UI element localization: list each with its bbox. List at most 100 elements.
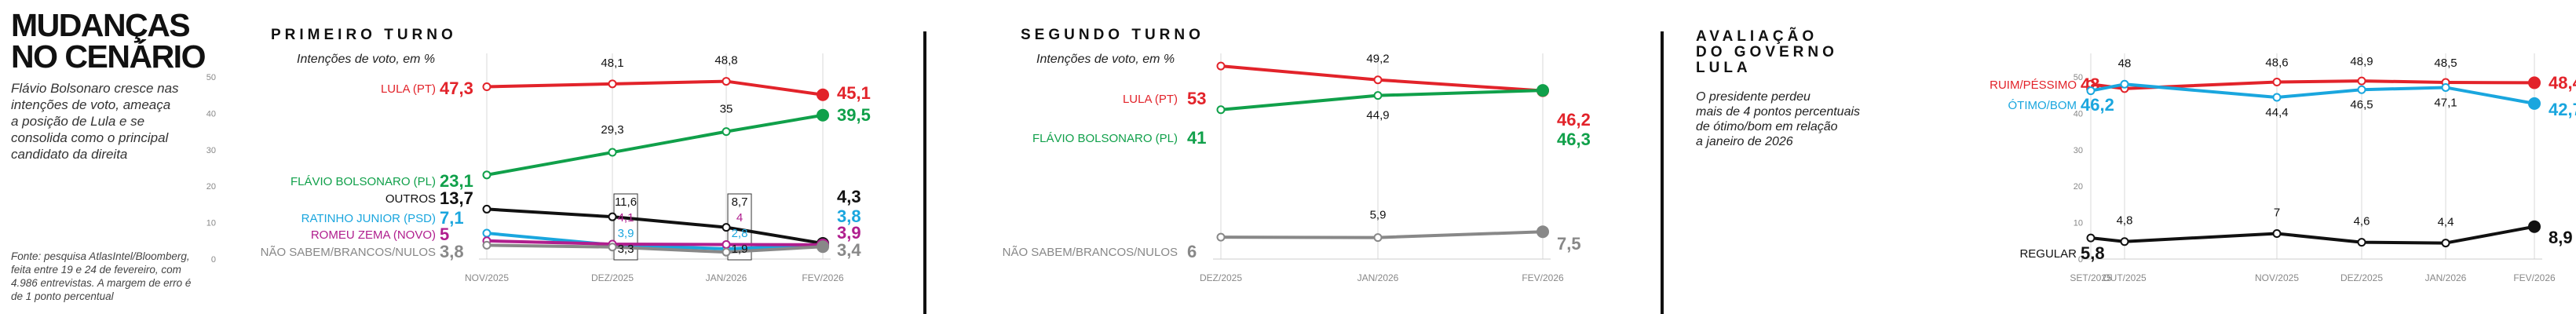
data-point-ruim-pessimo bbox=[2357, 76, 2366, 86]
series-end-value-nao-sabem-brancos-nulos: 7,5 bbox=[1557, 234, 1581, 254]
panel-divider-1 bbox=[923, 31, 926, 314]
data-point-otimo-bom bbox=[2528, 97, 2541, 110]
data-label-flavio-bolsonaro-pl: 35 bbox=[720, 103, 733, 116]
chart-1-title: PRIMEIRO TURNO bbox=[271, 27, 457, 43]
series-name-flavio-bolsonaro-pl: FLÁVIO BOLSONARO (PL) bbox=[1032, 132, 1178, 145]
chart-3-y-tick: 50 bbox=[2074, 73, 2083, 82]
source-note: Fonte: pesquisa AtlasIntel/Bloomberg, fe… bbox=[11, 250, 192, 302]
chart-3-y-tick: 20 bbox=[2074, 182, 2083, 192]
series-end-value-regular: 8,9 bbox=[2549, 228, 2573, 247]
chart-1-x-tick: FEV/2026 bbox=[802, 272, 844, 283]
chart-1-x-tick: NOV/2025 bbox=[465, 272, 509, 283]
data-point-regular bbox=[2086, 233, 2096, 243]
data-point-flavio-bolsonaro-pl bbox=[1373, 91, 1383, 100]
data-label-regular: 4,6 bbox=[2354, 215, 2370, 228]
series-start-value-lula-pt: 53 bbox=[1187, 89, 1206, 108]
chart-2-x-tick: FEV/2026 bbox=[1522, 272, 1564, 283]
series-start-value-ratinho-junior-psd: 7,1 bbox=[440, 208, 464, 228]
series-start-value-nao-sabem-brancos-nulos: 6 bbox=[1187, 242, 1197, 261]
series-line-ruim-pessimo bbox=[2090, 79, 2535, 90]
data-point-lula-pt bbox=[1216, 61, 1226, 71]
panel-divider-2 bbox=[1661, 31, 1664, 314]
chart-2-x-tick: JAN/2026 bbox=[1357, 272, 1399, 283]
data-point-regular bbox=[2441, 239, 2450, 248]
series-end-value-ruim-pessimo: 48,4 bbox=[2549, 73, 2576, 93]
series-end-value-lula-pt: 46,2 bbox=[1557, 110, 1591, 130]
data-point-otimo-bom bbox=[2272, 93, 2282, 102]
data-label-ruim-pessimo: 48,5 bbox=[2434, 57, 2457, 70]
series-start-value-flavio-bolsonaro-pl: 41 bbox=[1187, 128, 1206, 148]
intro-text: Flávio Bolsonaro cresce nas intenções de… bbox=[11, 81, 179, 162]
chart-1-y-tick: 20 bbox=[206, 182, 216, 192]
data-label-lula-pt: 48,1 bbox=[601, 57, 623, 70]
data-label-regular: 4,4 bbox=[2438, 216, 2454, 229]
data-point-nao-sabem-brancos-nulos bbox=[817, 240, 829, 254]
data-point-otimo-bom bbox=[2441, 82, 2450, 92]
chart-3-subtitle-line: a janeiro de 2026 bbox=[1696, 135, 1793, 148]
chart-3-y-tick: 30 bbox=[2074, 146, 2083, 155]
data-point-outros bbox=[482, 204, 491, 214]
series-end-value-flavio-bolsonaro-pl: 46,3 bbox=[1557, 130, 1591, 149]
series-line-outros bbox=[486, 207, 824, 246]
chart-3-x-tick: DEZ/2025 bbox=[2340, 272, 2383, 283]
chart-2-x-tick: DEZ/2025 bbox=[1200, 272, 1242, 283]
data-point-lula-pt bbox=[722, 77, 731, 86]
chart-3-x-tick: SET/2025 bbox=[2070, 272, 2112, 283]
main-title-line1: MUDANÇAS bbox=[11, 7, 191, 43]
data-label-flavio-bolsonaro-pl: 44,9 bbox=[1366, 109, 1389, 122]
series-end-value-otimo-bom: 42,7 bbox=[2549, 100, 2576, 119]
data-label-ruim-pessimo: 48,6 bbox=[2265, 56, 2288, 69]
chart-1-y-tick: 40 bbox=[206, 109, 216, 119]
chart-1-y-tick: 0 bbox=[211, 255, 216, 265]
series-line-lula-pt bbox=[486, 79, 824, 97]
chart-1-subtitle: Intenções de voto, em % bbox=[297, 53, 435, 66]
data-label-regular: 7 bbox=[2274, 206, 2280, 220]
data-point-otimo-bom bbox=[2086, 86, 2096, 96]
data-point-nao-sabem-brancos-nulos bbox=[608, 243, 617, 252]
chart-2-subtitle: Intenções de voto, em % bbox=[1036, 53, 1175, 66]
main-title-line2: NO CENÁRIO bbox=[11, 38, 206, 75]
data-point-lula-pt bbox=[1373, 75, 1383, 85]
series-name-nao-sabem-brancos-nulos: NÃO SABEM/BRANCOS/NULOS bbox=[261, 246, 436, 259]
data-point-ratinho-junior-psd bbox=[482, 228, 491, 238]
chart-3-x-tick: OUT/2025 bbox=[2103, 272, 2147, 283]
chart-1-x-tick: DEZ/2025 bbox=[591, 272, 634, 283]
main-title: MUDANÇAS NO CENÁRIO bbox=[11, 7, 206, 75]
chart-3-x-tick: NOV/2025 bbox=[2255, 272, 2299, 283]
data-point-nao-sabem-brancos-nulos bbox=[722, 247, 731, 257]
data-point-regular bbox=[2357, 238, 2366, 247]
data-label-outros: 11,6 bbox=[615, 195, 637, 209]
data-label-otimo-bom: 47,1 bbox=[2434, 96, 2457, 109]
chart-3-subtitle-line: O presidente perdeu bbox=[1696, 90, 1811, 104]
series-name-flavio-bolsonaro-pl: FLÁVIO BOLSONARO (PL) bbox=[290, 175, 436, 188]
chart-3-y-tick: 0 bbox=[2078, 255, 2083, 265]
data-label-flavio-bolsonaro-pl: 29,3 bbox=[601, 123, 623, 137]
data-point-flavio-bolsonaro-pl bbox=[817, 108, 829, 122]
data-point-flavio-bolsonaro-pl bbox=[482, 170, 491, 180]
data-label-nao-sabem-brancos-nulos: 1,9 bbox=[732, 243, 748, 256]
series-line-flavio-bolsonaro-pl bbox=[486, 113, 824, 177]
data-point-regular bbox=[2120, 237, 2129, 246]
series-name-lula-pt: LULA (PT) bbox=[381, 82, 436, 96]
data-label-otimo-bom: 44,4 bbox=[2265, 106, 2288, 119]
series-start-value-flavio-bolsonaro-pl: 23,1 bbox=[440, 171, 473, 191]
data-point-nao-sabem-brancos-nulos bbox=[482, 240, 491, 250]
chart-3-title-line: LULA bbox=[1696, 60, 1752, 76]
data-label-otimo-bom: 48 bbox=[2118, 57, 2132, 70]
series-start-value-regular: 5,8 bbox=[2081, 243, 2105, 263]
series-start-value-lula-pt: 47,3 bbox=[440, 78, 473, 98]
series-end-value-nao-sabem-brancos-nulos: 3,4 bbox=[837, 240, 861, 260]
data-point-outros bbox=[608, 212, 617, 221]
series-start-value-romeu-zema-novo: 5 bbox=[440, 225, 449, 244]
data-label-ratinho-junior-psd: 2,8 bbox=[732, 227, 748, 240]
data-label-nao-sabem-brancos-nulos: 5,9 bbox=[1370, 209, 1387, 222]
chart-3-title-line: DO GOVERNO bbox=[1696, 44, 1838, 60]
data-point-flavio-bolsonaro-pl bbox=[1536, 84, 1549, 97]
series-line-flavio-bolsonaro-pl bbox=[1220, 89, 1544, 111]
data-label-ratinho-junior-psd: 3,9 bbox=[618, 227, 634, 240]
data-point-regular bbox=[2272, 229, 2282, 239]
data-point-lula-pt bbox=[817, 88, 829, 101]
data-point-flavio-bolsonaro-pl bbox=[608, 148, 617, 157]
data-label-romeu-zema-novo: 4 bbox=[736, 211, 743, 225]
